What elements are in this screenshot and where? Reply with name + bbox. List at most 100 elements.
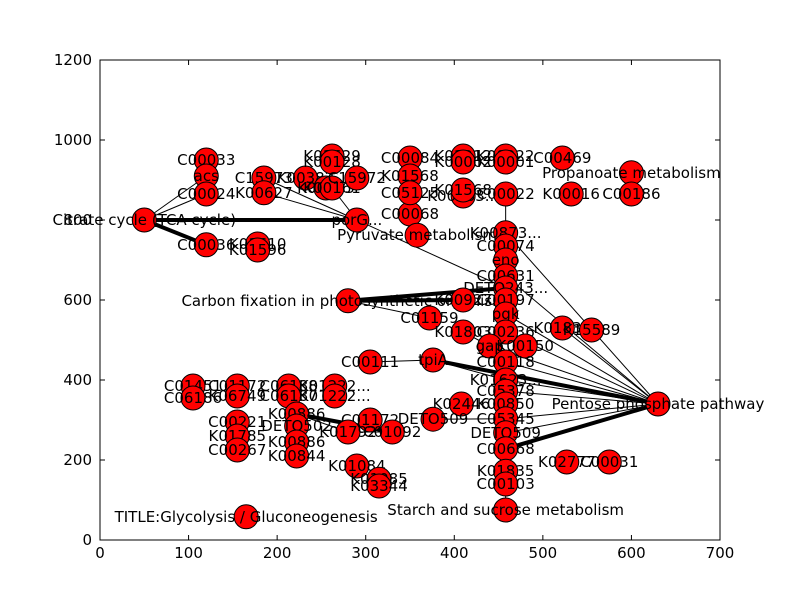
node-circle bbox=[493, 497, 519, 523]
node-C05125[interactable]: C05125 bbox=[381, 180, 439, 206]
x-tick-label: 700 bbox=[706, 544, 735, 562]
node-K03344[interactable]: K03344 bbox=[350, 473, 408, 499]
node-C00469[interactable]: C00469 bbox=[533, 145, 591, 171]
node-gap[interactable]: gap bbox=[476, 333, 504, 359]
node-label: K00844 bbox=[268, 447, 326, 465]
node-K00002[interactable]: K00002 bbox=[434, 149, 492, 175]
node-K01084[interactable]: K01084 bbox=[328, 453, 386, 479]
y-tick-label: 0 bbox=[82, 531, 92, 549]
x-tick-label: 100 bbox=[174, 544, 203, 562]
node-label: C06187 bbox=[260, 387, 318, 405]
node-label: K00627 bbox=[235, 184, 293, 202]
node-K06749[interactable]: K06749 bbox=[209, 383, 267, 409]
node-C00084[interactable]: C00084 bbox=[381, 145, 439, 171]
node-C00068a[interactable]: C00068 bbox=[381, 201, 439, 227]
node-label: C00186 bbox=[602, 185, 660, 203]
y-tick-label: 600 bbox=[63, 291, 92, 309]
node-circle bbox=[579, 317, 605, 343]
node-circle bbox=[319, 149, 345, 175]
node-label: K00886 bbox=[268, 433, 326, 451]
node-label: K00927 bbox=[434, 291, 492, 309]
edge bbox=[263, 177, 358, 221]
node-label: C15973 bbox=[235, 169, 293, 187]
node-circle bbox=[618, 181, 644, 207]
node-K00627[interactable]: K00627 bbox=[235, 180, 293, 206]
node-C01092[interactable]: C01092 bbox=[363, 419, 421, 445]
node-pyruvate[interactable]: Pyruvate metabolism bbox=[337, 222, 497, 248]
node-K01222b[interactable]: K01222... bbox=[299, 383, 371, 409]
node-label: gap bbox=[476, 337, 504, 355]
node-K02777[interactable]: K02777 bbox=[538, 449, 596, 475]
node-label: K01803 bbox=[434, 323, 492, 341]
edge bbox=[143, 175, 207, 221]
node-label: Starch and sucrose metabolism bbox=[387, 501, 624, 519]
node-C00668[interactable]: C00668 bbox=[477, 436, 535, 462]
node-circle bbox=[379, 419, 405, 445]
node-label: K01837 bbox=[534, 319, 592, 337]
node-K00001[interactable]: K00001 bbox=[477, 149, 535, 175]
node-K00016[interactable]: K00016 bbox=[542, 181, 600, 207]
node-C15972[interactable]: C15972 bbox=[328, 165, 386, 191]
node-K00927[interactable]: K00927 bbox=[434, 287, 492, 313]
node-label: K00150 bbox=[496, 337, 554, 355]
node-label: DETO509 bbox=[470, 424, 541, 442]
node-circle bbox=[549, 145, 575, 171]
node-label: K01792 bbox=[319, 423, 377, 441]
node-label: C00221 bbox=[208, 413, 266, 431]
node-label: C00111 bbox=[341, 353, 399, 371]
node-C00186[interactable]: C00186 bbox=[602, 181, 661, 207]
node-label: K02777 bbox=[538, 453, 596, 471]
node-pentose[interactable]: Pentose phosphate pathway bbox=[552, 391, 765, 417]
node-DETO509[interactable]: DETO509 bbox=[398, 406, 469, 432]
node-circle bbox=[344, 165, 370, 191]
node-C00024[interactable]: C00024 bbox=[177, 181, 235, 207]
node-label: C00024 bbox=[177, 185, 235, 203]
node-circle bbox=[366, 473, 392, 499]
x-tick-label: 0 bbox=[95, 544, 105, 562]
node-label: Carbon fixation in photosynthetic organi… bbox=[181, 292, 514, 310]
node-label: K06749 bbox=[209, 387, 267, 405]
node-K15589[interactable]: K15589 bbox=[563, 317, 621, 343]
node-circle bbox=[493, 471, 519, 497]
node-K01792[interactable]: K01792 bbox=[319, 419, 377, 445]
node-circle bbox=[224, 383, 250, 409]
node-K01837[interactable]: K01837 bbox=[534, 315, 592, 341]
node-tpiA[interactable]: tpiA bbox=[418, 347, 449, 373]
node-K00150[interactable]: K00150 bbox=[496, 333, 554, 359]
node-label: K01568 bbox=[381, 167, 439, 185]
node-C00267[interactable]: C00267 bbox=[208, 437, 266, 463]
node-K01568b[interactable]: K01568 bbox=[434, 177, 492, 203]
node-K01803[interactable]: K01803 bbox=[434, 319, 492, 345]
node-circle bbox=[549, 315, 575, 341]
node-C00022[interactable]: C00022 bbox=[477, 181, 535, 207]
node-C00111[interactable]: C00111 bbox=[341, 349, 399, 375]
node-C06186[interactable]: C06186 bbox=[164, 385, 222, 411]
node-C01159[interactable]: C01159 bbox=[400, 305, 459, 331]
node-label: C06186 bbox=[164, 389, 222, 407]
node-propanoate[interactable]: Propanoate metabolism bbox=[542, 160, 721, 186]
node-label: K00128 bbox=[303, 153, 361, 171]
node-C00031[interactable]: C00031 bbox=[580, 449, 638, 475]
node-acs[interactable]: acs bbox=[194, 163, 219, 189]
node-C00118[interactable]: C00118 bbox=[477, 349, 535, 375]
node-C00103[interactable]: C00103 bbox=[477, 471, 535, 497]
node-starch[interactable]: Starch and sucrose metabolism bbox=[387, 497, 624, 523]
node-circle bbox=[493, 149, 519, 175]
y-tick-label: 1200 bbox=[54, 51, 92, 69]
node-label: K00850 bbox=[477, 395, 535, 413]
x-tick-label: 600 bbox=[617, 544, 646, 562]
node-pgk[interactable]: pgk bbox=[492, 301, 520, 327]
node-label: K01596 bbox=[229, 241, 287, 259]
node-K00128[interactable]: K00128 bbox=[303, 149, 361, 175]
node-carbon[interactable]: Carbon fixation in photosynthetic organi… bbox=[181, 288, 515, 314]
x-tick-label: 500 bbox=[529, 544, 558, 562]
node-tca[interactable]: Citrate cycle (TCA cycle) bbox=[53, 207, 237, 233]
node-K00844[interactable]: K00844 bbox=[268, 443, 326, 469]
node-K02446[interactable]: K02446 bbox=[433, 391, 491, 417]
node-C00036[interactable]: C00036 bbox=[177, 232, 235, 258]
y-tick-label: 1000 bbox=[54, 131, 92, 149]
node-porG[interactable]: porG... bbox=[331, 207, 382, 233]
node-K01596[interactable]: K01596 bbox=[229, 237, 287, 263]
node-circle bbox=[420, 406, 446, 432]
node-title[interactable]: TITLE:Glycolysis / Gluconeogenesis bbox=[114, 504, 378, 530]
